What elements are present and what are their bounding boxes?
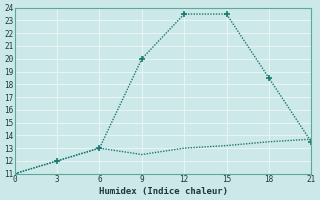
- X-axis label: Humidex (Indice chaleur): Humidex (Indice chaleur): [99, 187, 228, 196]
